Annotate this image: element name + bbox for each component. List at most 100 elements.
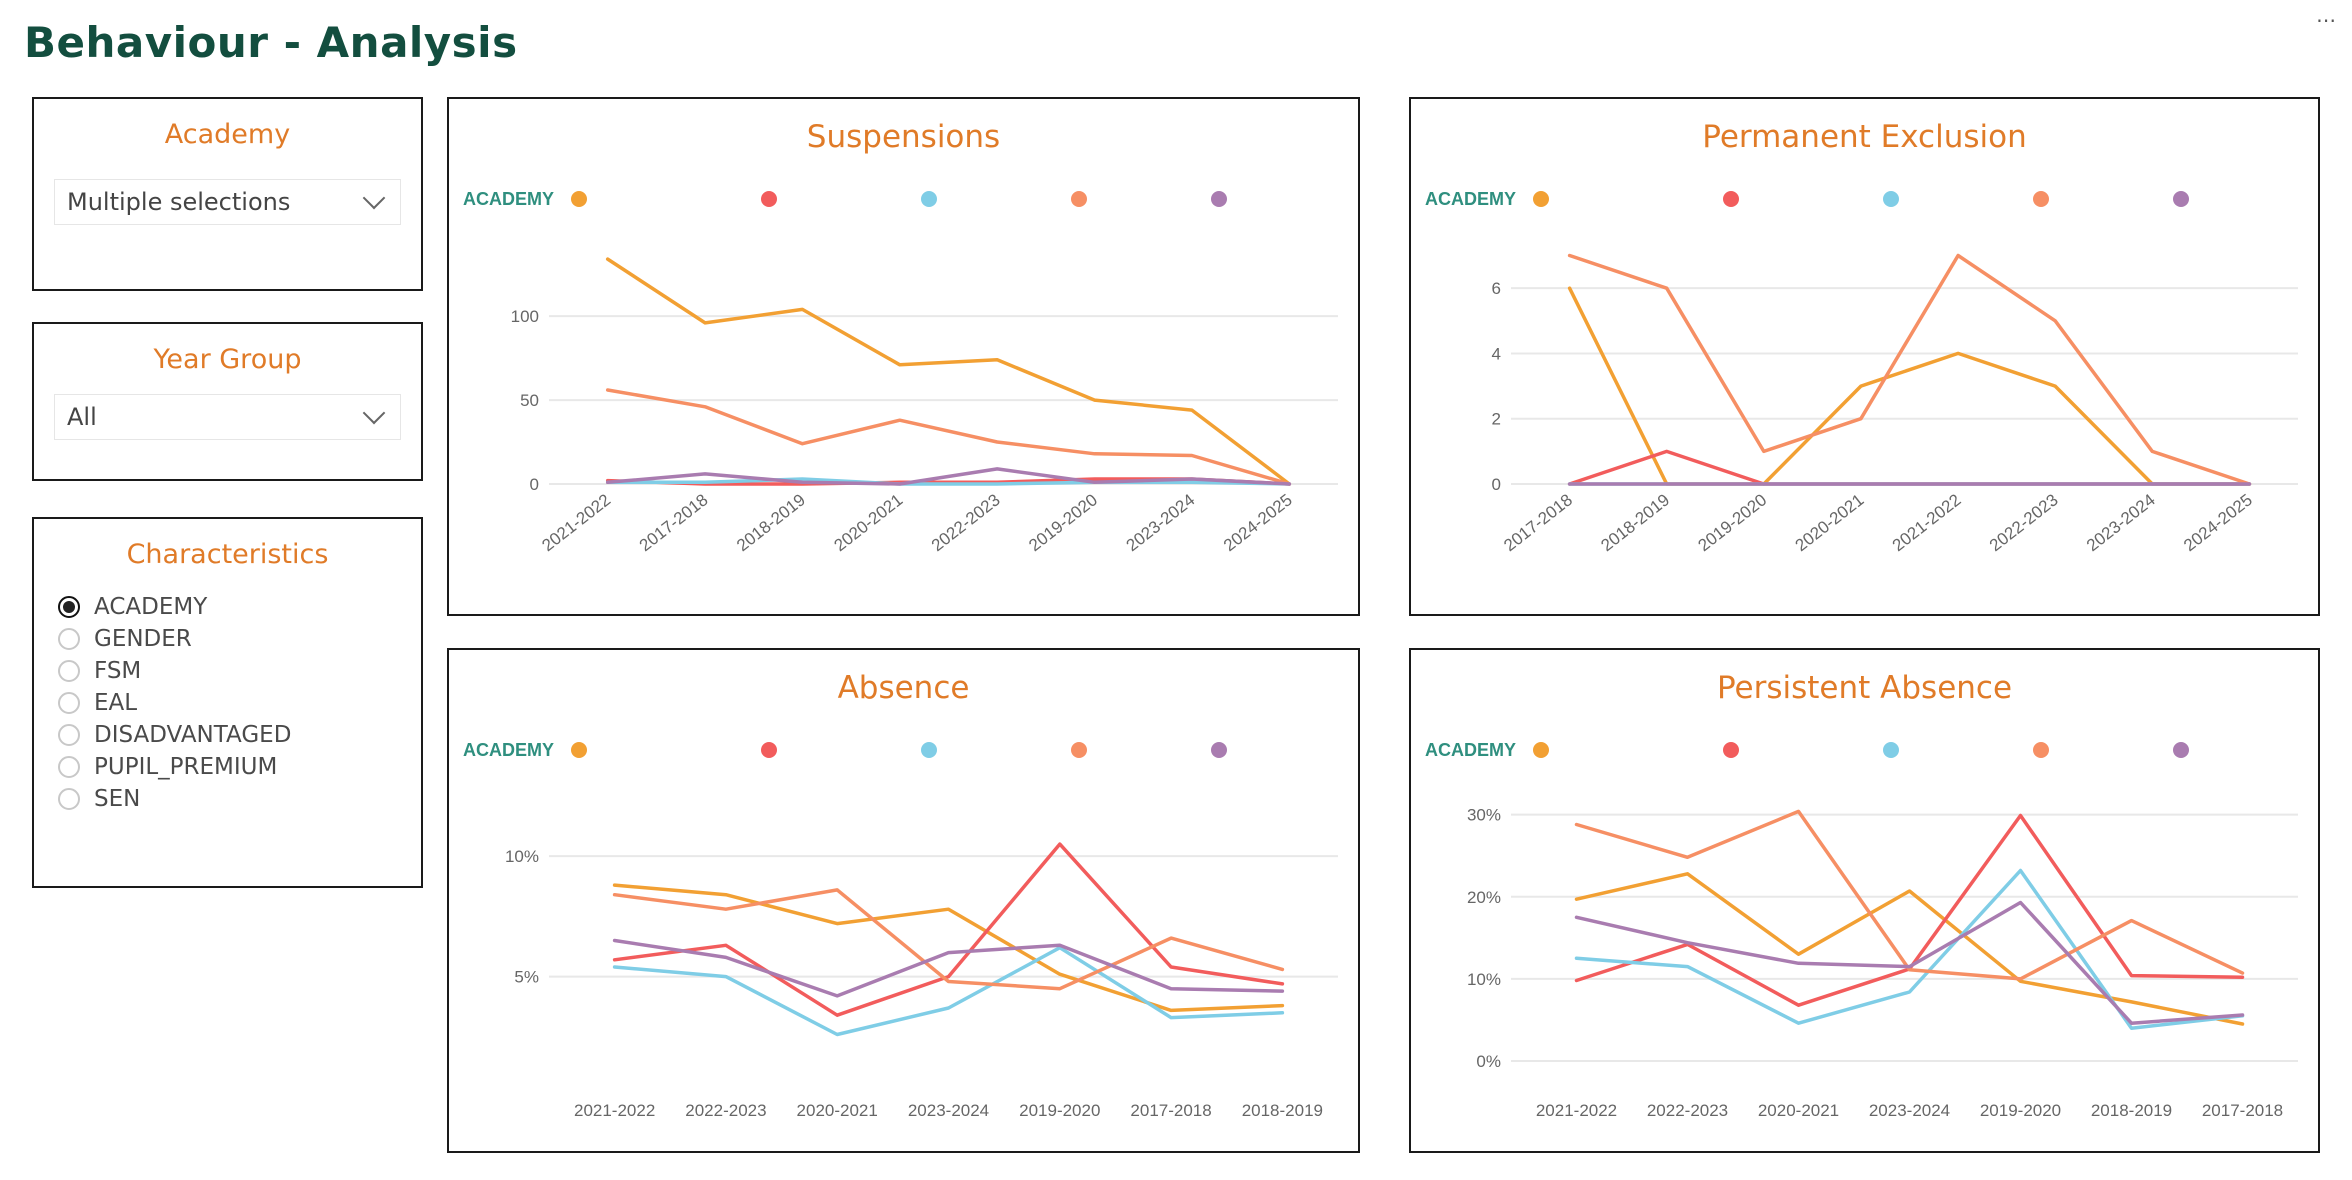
legend-title: ACADEMY bbox=[463, 740, 555, 760]
legend-dot-3[interactable] bbox=[921, 191, 937, 207]
legend-dot-4[interactable] bbox=[1071, 191, 1087, 207]
radio-option-pupil-premium[interactable]: PUPIL_PREMIUM bbox=[58, 751, 291, 783]
radio-option-sen[interactable]: SEN bbox=[58, 783, 291, 815]
x-tick-label: 2020-2021 bbox=[831, 490, 907, 555]
radio-button[interactable] bbox=[58, 756, 80, 778]
series-line-5[interactable] bbox=[1574, 900, 2245, 1025]
legend-dot-1[interactable] bbox=[571, 742, 587, 758]
legend-dot-5[interactable] bbox=[2173, 191, 2189, 207]
year-group-dropdown[interactable]: All bbox=[54, 394, 401, 440]
series-line-5[interactable] bbox=[605, 467, 1292, 486]
y-tick-label: 100 bbox=[511, 307, 539, 326]
line-chart-plot: 0 50 100 2021-2022 2017-2018 2018-2019 2020-20… bbox=[511, 257, 1338, 555]
radio-button[interactable] bbox=[58, 660, 80, 682]
radio-button[interactable] bbox=[58, 692, 80, 714]
radio-option-fsm[interactable]: FSM bbox=[58, 655, 291, 687]
x-tick-label: 2017-2018 bbox=[1500, 490, 1576, 555]
legend-dot-1[interactable] bbox=[571, 191, 587, 207]
legend-dot-2[interactable] bbox=[1723, 191, 1739, 207]
radio-button[interactable] bbox=[58, 628, 80, 650]
legend-dot-5[interactable] bbox=[1211, 742, 1227, 758]
legend-title: ACADEMY bbox=[463, 189, 555, 209]
legend-dot-5[interactable] bbox=[1211, 191, 1227, 207]
legend-dot-2[interactable] bbox=[761, 742, 777, 758]
academy-dropdown-value: Multiple selections bbox=[67, 188, 291, 216]
legend-dot-2[interactable] bbox=[1723, 742, 1739, 758]
chart-legend: ACADEMY bbox=[463, 187, 1348, 211]
x-tick-label: 2018-2019 bbox=[1597, 490, 1673, 555]
chart-title: Persistent Absence bbox=[1716, 670, 2013, 706]
radio-label: PUPIL_PREMIUM bbox=[94, 754, 278, 780]
x-tick-label: 2019-2020 bbox=[1025, 490, 1101, 555]
legend-dot-4[interactable] bbox=[2033, 742, 2049, 758]
y-tick-label: 0 bbox=[530, 475, 539, 494]
year-group-dropdown-value: All bbox=[67, 403, 97, 431]
series-line-3[interactable] bbox=[1574, 868, 2245, 1030]
x-tick-label: 2022-2023 bbox=[1647, 1101, 1728, 1120]
series-line-1[interactable] bbox=[605, 257, 1292, 486]
legend-dot-2[interactable] bbox=[761, 191, 777, 207]
series-line-5[interactable] bbox=[612, 938, 1285, 998]
permanent-exclusion-chart: Permanent Exclusion ACADEMY 0 2 4 6 2017-201… bbox=[1409, 97, 2320, 616]
legend-dot-4[interactable] bbox=[1071, 742, 1087, 758]
chevron-down-icon bbox=[362, 186, 386, 210]
persistent-absence-chart: Persistent Absence ACADEMY 0% 10% 20% 30% 20… bbox=[1409, 648, 2320, 1153]
chart-title: Absence bbox=[837, 670, 970, 706]
x-tick-label: 2022-2023 bbox=[685, 1101, 766, 1120]
chart-title: Suspensions bbox=[806, 119, 1001, 155]
series-line-3[interactable] bbox=[605, 477, 1292, 486]
characteristics-slicer: Characteristics ACADEMY GENDER FSM EAL D… bbox=[32, 517, 423, 888]
legend-dot-3[interactable] bbox=[1883, 191, 1899, 207]
series-line-4[interactable] bbox=[1567, 253, 2252, 486]
x-tick-label: 2024-2025 bbox=[2180, 490, 2256, 555]
x-tick-label: 2023-2024 bbox=[1123, 490, 1199, 555]
y-tick-label: 4 bbox=[1492, 344, 1501, 363]
legend-dot-4[interactable] bbox=[2033, 191, 2049, 207]
radio-label: SEN bbox=[94, 786, 141, 812]
x-tick-label: 2022-2023 bbox=[1986, 490, 2062, 555]
legend-dot-5[interactable] bbox=[2173, 742, 2189, 758]
y-tick-label: 0% bbox=[1476, 1052, 1501, 1071]
chart-legend: ACADEMY bbox=[463, 738, 1348, 762]
series-line-2[interactable] bbox=[612, 842, 1285, 1017]
x-tick-label: 2022-2023 bbox=[928, 490, 1004, 555]
series-line-4[interactable] bbox=[1574, 809, 2245, 981]
radio-button[interactable] bbox=[58, 596, 80, 618]
academy-dropdown[interactable]: Multiple selections bbox=[54, 179, 401, 225]
radio-option-disadvantaged[interactable]: DISADVANTAGED bbox=[58, 719, 291, 751]
x-tick-label: 2021-2022 bbox=[574, 1101, 655, 1120]
x-tick-label: 2017-2018 bbox=[2202, 1101, 2283, 1120]
legend-dot-3[interactable] bbox=[921, 742, 937, 758]
legend-title: ACADEMY bbox=[1425, 740, 1517, 760]
y-tick-label: 10% bbox=[505, 847, 539, 866]
page-title: Behaviour - Analysis bbox=[24, 18, 518, 67]
chevron-down-icon bbox=[362, 401, 386, 425]
more-options-icon[interactable]: ⋯ bbox=[2316, 8, 2338, 32]
radio-label: ACADEMY bbox=[94, 594, 208, 620]
x-tick-label: 2023-2024 bbox=[2083, 490, 2159, 555]
series-line-4[interactable] bbox=[612, 888, 1285, 991]
legend-dot-3[interactable] bbox=[1883, 742, 1899, 758]
year-group-slicer: Year Group All bbox=[32, 322, 423, 481]
series-line-2[interactable] bbox=[1574, 813, 2245, 1007]
series-line-4[interactable] bbox=[605, 388, 1292, 486]
line-chart-plot: 5% 10% 2021-2022 2022-2023 2020-2021 2023-202… bbox=[505, 842, 1338, 1120]
series-line-1[interactable] bbox=[612, 883, 1285, 1013]
y-tick-label: 30% bbox=[1467, 806, 1501, 825]
series-line-3[interactable] bbox=[612, 945, 1285, 1037]
legend-dot-1[interactable] bbox=[1533, 191, 1549, 207]
radio-option-academy[interactable]: ACADEMY bbox=[58, 591, 291, 623]
year-group-slicer-title: Year Group bbox=[153, 344, 302, 375]
radio-option-eal[interactable]: EAL bbox=[58, 687, 291, 719]
line-chart-plot: 0% 10% 20% 30% 2021-2022 2022-2023 2020-2021 20… bbox=[1467, 806, 2298, 1120]
radio-button[interactable] bbox=[58, 724, 80, 746]
legend-dot-1[interactable] bbox=[1533, 742, 1549, 758]
characteristics-slicer-title: Characteristics bbox=[126, 539, 329, 570]
x-tick-label: 2021-2022 bbox=[1536, 1101, 1617, 1120]
academy-slicer: Academy Multiple selections bbox=[32, 97, 423, 291]
y-tick-label: 20% bbox=[1467, 888, 1501, 907]
radio-option-gender[interactable]: GENDER bbox=[58, 623, 291, 655]
radio-button[interactable] bbox=[58, 788, 80, 810]
series-line-1[interactable] bbox=[1574, 872, 2245, 1026]
x-tick-label: 2019-2020 bbox=[1980, 1101, 2061, 1120]
